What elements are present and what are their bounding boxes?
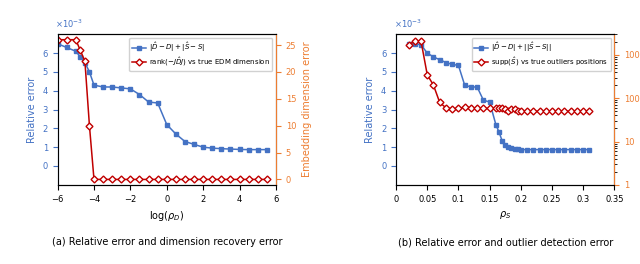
Text: $\times10^{-3}$: $\times10^{-3}$ <box>56 18 83 30</box>
Legend: $|\hat{D}-D|+|\hat{S}-S|$, rank$(-J\hat{D}J)$ vs true EDM dimension: $|\hat{D}-D|+|\hat{S}-S|$, rank$(-J\hat{… <box>129 38 273 71</box>
Y-axis label: Relative error: Relative error <box>27 77 37 143</box>
Text: (a) Relative error and dimension recovery error: (a) Relative error and dimension recover… <box>52 238 282 247</box>
Legend: $|\hat{D}-D|+||\hat{S}-S||$, supp$(\hat{S})$ vs true outliers positions: $|\hat{D}-D|+||\hat{S}-S||$, supp$(\hat{… <box>472 38 611 71</box>
X-axis label: log($\rho_D$): log($\rho_D$) <box>149 209 184 223</box>
Y-axis label: Embedding dimension error: Embedding dimension error <box>301 42 312 177</box>
Text: $\times10^{-3}$: $\times10^{-3}$ <box>394 18 422 30</box>
Y-axis label: Relative error: Relative error <box>365 77 376 143</box>
Text: (b) Relative error and outlier detection error: (b) Relative error and outlier detection… <box>397 238 613 247</box>
X-axis label: $\rho_S$: $\rho_S$ <box>499 209 511 221</box>
